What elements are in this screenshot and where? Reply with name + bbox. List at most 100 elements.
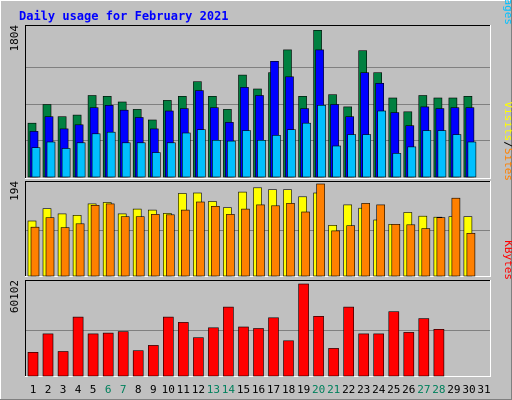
bar-sites [120, 216, 130, 277]
legend-entry: KBytes [502, 240, 512, 280]
bar-pages [106, 131, 116, 178]
bar-sites [316, 183, 325, 277]
x-tick-label: 15 [237, 383, 250, 396]
x-tick-label: 18 [282, 383, 295, 396]
bar-pages [362, 134, 372, 178]
bar-pages [317, 105, 326, 178]
bar-sites [301, 211, 310, 277]
bar-pages [91, 133, 101, 178]
bar-kbytes [42, 333, 54, 377]
bar-pages [467, 141, 477, 178]
bar-kbytes [418, 318, 430, 377]
bar-pages [287, 129, 296, 178]
x-tick-label: 9 [150, 383, 157, 396]
bar-kbytes [57, 351, 69, 377]
legend-entry: Visits [502, 102, 512, 142]
bar-pages [227, 140, 236, 178]
bar-pages [76, 142, 86, 178]
bar-kbytes [388, 311, 400, 377]
x-tick-label: 7 [120, 383, 127, 396]
bar-pages [46, 141, 56, 178]
bar-pages [31, 147, 41, 178]
bar-kbytes [253, 328, 264, 377]
x-tick-label: 16 [252, 383, 265, 396]
bar-pages [257, 140, 266, 178]
bar-kbytes [223, 306, 234, 377]
series-kbytes [27, 283, 445, 377]
x-tick-label: 10 [162, 383, 175, 396]
bar-kbytes [193, 337, 204, 377]
bar-kbytes [208, 327, 219, 377]
bar-sites [361, 203, 371, 277]
bar-pages [152, 152, 161, 178]
x-tick-label: 11 [177, 383, 190, 396]
bar-pages [167, 142, 176, 178]
chart-panels: 1804 Hits/Files/Pages 194 Visits/Sites 60102… [8, 0, 512, 377]
bar-kbytes [433, 328, 445, 377]
bar-sites [166, 214, 175, 277]
x-axis: 1 2 3 4 5 6 7 8 9 10 11 12 13 14 15 16 17 18 19 20 21 22 23 24 2… [30, 383, 491, 396]
chart-title: Daily usage for February 2021 [19, 9, 229, 23]
legend-entry: Sites [502, 148, 512, 181]
bar-pages [407, 146, 417, 178]
bar-pages [302, 122, 311, 178]
x-tick-label: 17 [267, 383, 280, 396]
bar-sites [346, 225, 356, 277]
bar-kbytes [373, 333, 385, 377]
bar-sites [90, 205, 100, 277]
bar-sites [421, 228, 431, 277]
bar-sites [436, 217, 446, 277]
bar-pages [272, 135, 281, 178]
x-tick-label: 27 [417, 383, 430, 396]
x-tick-label: 30 [462, 383, 475, 396]
bar-sites [30, 226, 40, 277]
bar-pages [61, 148, 71, 178]
bar-sites [75, 223, 85, 277]
bar-kbytes [283, 340, 294, 377]
x-tick-label: 5 [90, 383, 97, 396]
bar-pages [136, 142, 146, 178]
bar-sites [196, 201, 205, 277]
bar-kbytes [328, 348, 339, 377]
x-tick-label: 1 [30, 383, 37, 396]
x-tick-label: 20 [312, 383, 325, 396]
bar-kbytes [132, 350, 144, 377]
bar-pages [452, 134, 462, 178]
bar-pages [212, 140, 221, 178]
bar-kbytes [117, 331, 129, 377]
bar-kbytes [102, 332, 114, 377]
legend-hits: Hits/Files/Pages [502, 0, 512, 25]
x-tick-label: 25 [387, 383, 400, 396]
x-tick-label: 3 [60, 383, 67, 396]
bar-pages [332, 145, 341, 178]
bar-pages [377, 110, 387, 178]
x-tick-label: 8 [135, 383, 142, 396]
panel-visits: 194 Visits/Sites [8, 102, 512, 277]
x-tick-label: 14 [222, 383, 236, 396]
y-max-label: 60102 [8, 280, 21, 313]
bar-sites [60, 227, 70, 277]
y-max-label: 194 [8, 181, 21, 201]
bar-kbytes [163, 316, 174, 377]
legend-entry: Pages [502, 0, 512, 25]
x-tick-label: 21 [327, 383, 340, 396]
x-tick-label: 19 [297, 383, 310, 396]
bar-sites [376, 204, 386, 277]
bar-sites [45, 217, 55, 277]
bar-sites [135, 216, 145, 277]
bar-sites [271, 205, 280, 277]
bar-kbytes [72, 316, 84, 377]
bar-sites [466, 233, 476, 277]
bar-kbytes [403, 332, 415, 377]
series-pages [31, 105, 477, 178]
bar-kbytes [343, 306, 355, 377]
bar-sites [181, 209, 190, 277]
x-tick-label: 12 [192, 383, 205, 396]
x-tick-label: 22 [342, 383, 355, 396]
bar-sites [226, 214, 235, 277]
series-sites [30, 183, 476, 277]
bar-sites [391, 224, 401, 277]
legend-entry: / [502, 141, 512, 148]
bar-kbytes [148, 345, 159, 377]
